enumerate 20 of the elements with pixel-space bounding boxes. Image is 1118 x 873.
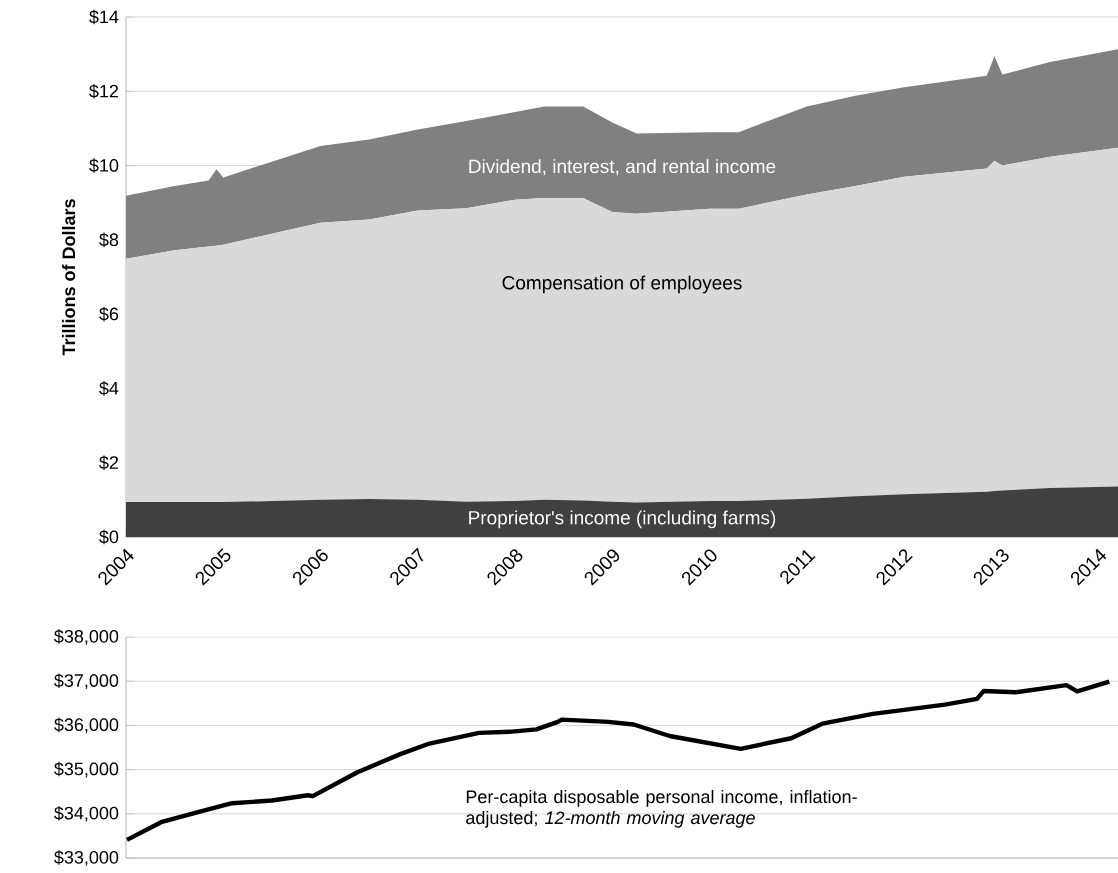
series-label: Proprietor's income (including farms) [469, 510, 776, 529]
y-tick-label: $37,000 [54, 673, 119, 690]
series-label: Compensation of employees [502, 275, 742, 294]
series-label: Dividend, interest, and rental income [469, 159, 776, 176]
y-tick-label: $14 [89, 9, 119, 25]
y-tick-label: $2 [99, 455, 119, 470]
y-tick-label: $4 [99, 381, 119, 396]
y-tick-label: $0 [99, 529, 119, 545]
y-tick-label: $38,000 [54, 629, 119, 645]
y-axis-title: Trillions of Dollars [61, 199, 76, 356]
y-tick-label: $6 [99, 306, 119, 322]
line-series [124, 679, 1112, 843]
y-tick-label: $12 [89, 83, 119, 99]
y-tick-label: $8 [99, 232, 119, 248]
text: Per-capita disposable personal income, inflation-adjusted; 12-month moving average [466, 789, 857, 828]
y-tick-label: $35,000 [54, 761, 119, 778]
y-tick-label: $10 [89, 158, 119, 173]
y-tick-label: $33,000 [54, 850, 119, 866]
y-tick-label: $36,000 [54, 717, 119, 734]
y-tick-label: $34,000 [54, 805, 119, 822]
